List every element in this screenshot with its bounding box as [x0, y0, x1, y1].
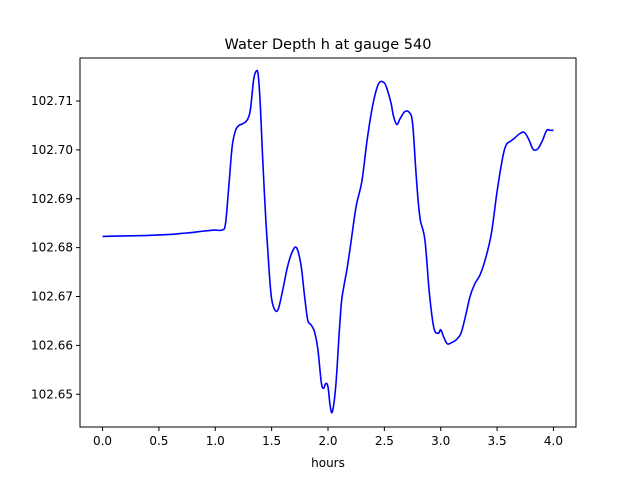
- chart-title: Water Depth h at gauge 540: [225, 37, 432, 53]
- y-tick-label: 102.69: [31, 192, 73, 206]
- x-tick-label: 3.0: [431, 434, 450, 448]
- y-tick-label: 102.67: [31, 290, 73, 304]
- y-tick-label: 102.68: [31, 241, 73, 255]
- x-tick-label: 0.0: [93, 434, 112, 448]
- series-line: [102, 69, 554, 414]
- x-axis-label: hours: [311, 456, 345, 470]
- y-tick-label: 102.71: [31, 94, 73, 108]
- series-layer: [102, 69, 554, 414]
- x-tick-label: 3.5: [488, 434, 507, 448]
- y-tick-label: 102.66: [31, 338, 73, 352]
- x-tick-label: 1.5: [262, 434, 281, 448]
- plot-frame: [79, 57, 577, 428]
- y-axis: 102.65 102.66 102.67 102.68 102.69 102.70 102.…: [31, 94, 80, 401]
- x-tick-label: 0.5: [149, 434, 168, 448]
- y-tick-label: 102.65: [31, 387, 73, 401]
- y-tick-label: 102.70: [31, 143, 73, 157]
- x-tick-label: 2.5: [375, 434, 394, 448]
- x-axis: 0.0 0.5 1.0 1.5 2.0 2.5 3.0 3.5 4.0: [93, 427, 563, 448]
- x-tick-label: 4.0: [544, 434, 563, 448]
- x-tick-label: 1.0: [206, 434, 225, 448]
- x-tick-label: 2.0: [318, 434, 337, 448]
